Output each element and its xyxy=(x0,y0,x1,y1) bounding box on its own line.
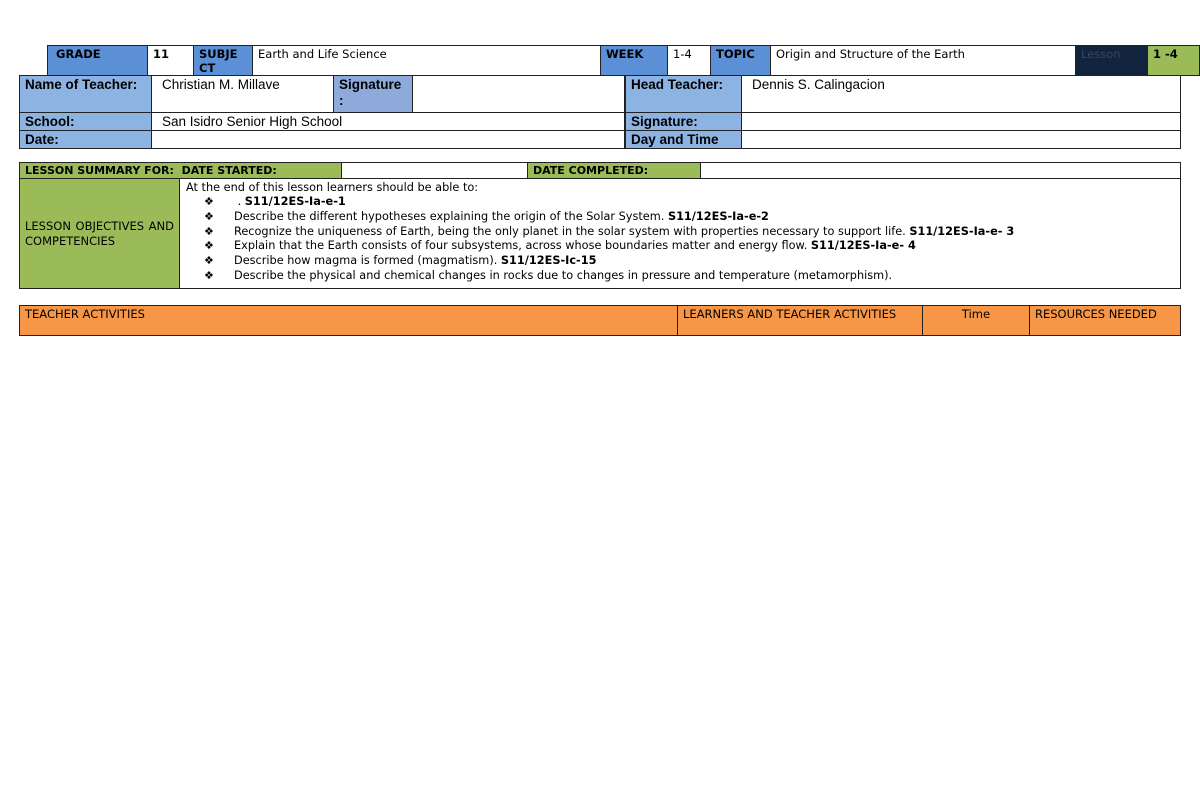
objective-item: Explain that the Earth consists of four … xyxy=(204,239,1175,254)
grade-label: GRADE xyxy=(47,45,148,76)
grade-value: 11 xyxy=(147,45,194,76)
topic-label: TOPIC xyxy=(710,45,771,76)
objective-text: . xyxy=(234,195,245,208)
objective-code: S11/12ES-Ia-e- 4 xyxy=(810,239,916,253)
day-time-field[interactable] xyxy=(741,130,1181,149)
objective-item: Describe the different hypotheses explai… xyxy=(204,210,1175,225)
signature-field[interactable] xyxy=(412,75,625,113)
date-field[interactable] xyxy=(151,130,625,149)
objective-code: S11/12ES-Ia-e-2 xyxy=(667,209,769,223)
signature-label: Signature : xyxy=(333,75,413,113)
lesson-label: Lesson xyxy=(1075,45,1148,76)
objective-text: Describe the different hypotheses explai… xyxy=(234,209,668,223)
head-teacher-value: Dennis S. Calingacion xyxy=(741,75,1181,113)
signature2-label: Signature: xyxy=(625,112,742,131)
topic-value: Origin and Structure of the Earth xyxy=(770,45,1076,76)
resources-header: RESOURCES NEEDED xyxy=(1029,305,1181,336)
date-label: Date: xyxy=(19,130,152,149)
lesson-value: 1 -4 xyxy=(1147,45,1200,76)
date-started-field[interactable] xyxy=(341,162,528,179)
objective-item: . S11/12ES-Ia-e-1 xyxy=(204,195,1175,210)
subject-value: Earth and Life Science xyxy=(252,45,601,76)
learners-activities-header: LEARNERS AND TEACHER ACTIVITIES xyxy=(677,305,923,336)
objectives-content: At the end of this lesson learners shoul… xyxy=(179,178,1181,289)
teacher-activities-header: TEACHER ACTIVITIES xyxy=(19,305,678,336)
objectives-intro: At the end of this lesson learners shoul… xyxy=(186,181,479,194)
teacher-label: Name of Teacher: xyxy=(19,75,152,113)
lesson-summary-label: LESSON SUMMARY FOR: DATE STARTED: xyxy=(19,162,342,179)
objectives-label-text: LESSON OBJECTIVES AND COMPETENCIES xyxy=(25,218,174,248)
objectives-list: . S11/12ES-Ia-e-1Describe the different … xyxy=(186,195,1175,284)
week-label: WEEK xyxy=(600,45,668,76)
objective-text: Describe how magma is formed (magmatism)… xyxy=(234,254,501,268)
objective-code: S11/12ES-Ia-e- 3 xyxy=(909,224,1015,238)
head-teacher-label: Head Teacher: xyxy=(625,75,742,113)
objective-item: Describe the physical and chemical chang… xyxy=(204,269,1175,284)
objective-code: S11/12ES-Ia-e-1 xyxy=(244,195,346,208)
objective-item: Recognize the uniqueness of Earth, being… xyxy=(204,225,1175,240)
objectives-label: LESSON OBJECTIVES AND COMPETENCIES xyxy=(19,178,180,289)
signature2-field[interactable] xyxy=(741,112,1181,131)
school-value: San Isidro Senior High School xyxy=(151,112,625,131)
week-value: 1-4 xyxy=(667,45,711,76)
objective-code: S11/12ES-Ic-15 xyxy=(500,254,597,268)
objective-item: Describe how magma is formed (magmatism)… xyxy=(204,254,1175,269)
teacher-value: Christian M. Millave xyxy=(151,75,334,113)
objective-text: Recognize the uniqueness of Earth, being… xyxy=(234,224,910,238)
subject-label: SUBJE CT xyxy=(193,45,253,76)
date-completed-field[interactable] xyxy=(700,162,1181,179)
day-time-label: Day and Time xyxy=(625,130,742,149)
school-label: School: xyxy=(19,112,152,131)
date-completed-label: DATE COMPLETED: xyxy=(527,162,701,179)
time-header: Time xyxy=(922,305,1030,336)
objective-text: Explain that the Earth consists of four … xyxy=(234,239,811,253)
objective-text: Describe the physical and chemical chang… xyxy=(234,268,893,282)
